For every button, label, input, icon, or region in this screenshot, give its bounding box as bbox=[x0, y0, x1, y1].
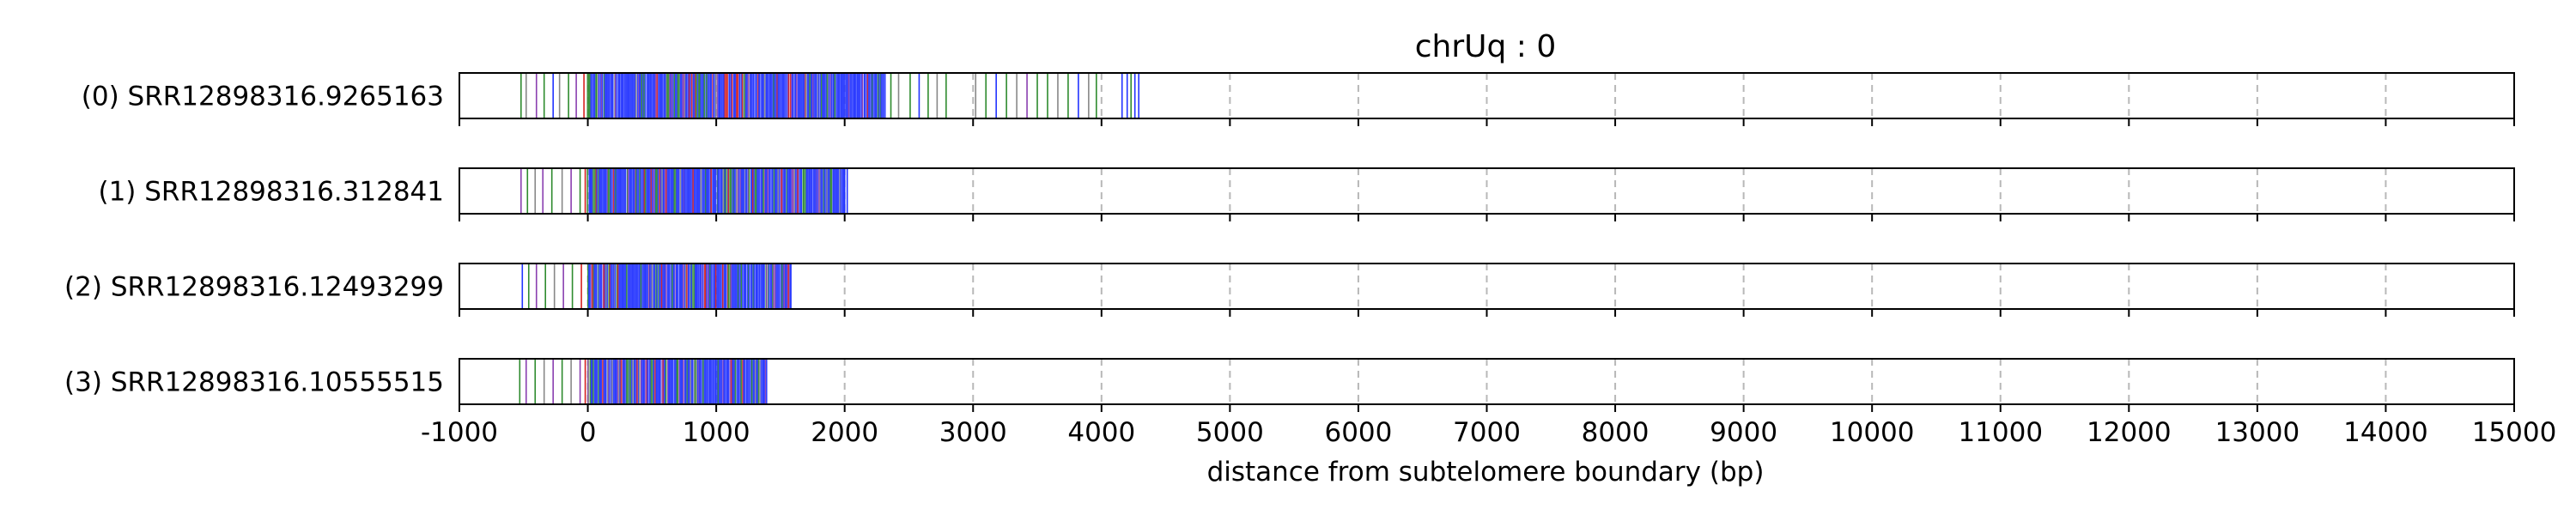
chart-title: chrUq : 0 bbox=[1415, 29, 1557, 64]
x-tick-label: 10000 bbox=[1830, 417, 1915, 448]
track-1: (1) SRR12898316.312841 bbox=[98, 167, 2515, 221]
track-label: (0) SRR12898316.9265163 bbox=[82, 82, 444, 112]
x-tick-label: 13000 bbox=[2215, 417, 2300, 448]
x-tick-label: 5000 bbox=[1196, 417, 1264, 448]
x-axis-label: distance from subtelomere boundary (bp) bbox=[1207, 457, 1765, 488]
track-label: (2) SRR12898316.12493299 bbox=[64, 272, 444, 303]
track-label: (1) SRR12898316.312841 bbox=[98, 177, 444, 208]
tracks: (0) SRR12898316.9265163 (1) SRR12898316.3… bbox=[64, 72, 2515, 412]
x-tick-label: 9000 bbox=[1710, 417, 1777, 448]
x-tick-label: 14000 bbox=[2343, 417, 2428, 448]
track-0: (0) SRR12898316.9265163 bbox=[82, 72, 2515, 126]
x-tick-label: 4000 bbox=[1067, 417, 1135, 448]
x-tick-label: 12000 bbox=[2087, 417, 2172, 448]
x-tick-label: -1000 bbox=[421, 417, 498, 448]
x-tick-label: 15000 bbox=[2472, 417, 2557, 448]
x-tick-label: 1000 bbox=[683, 417, 750, 448]
x-tick-label: 7000 bbox=[1453, 417, 1521, 448]
track-2: (2) SRR12898316.12493299 bbox=[64, 263, 2515, 317]
track-label: (3) SRR12898316.10555515 bbox=[64, 367, 444, 398]
x-tick-label: 0 bbox=[580, 417, 597, 448]
x-tick-label: 6000 bbox=[1324, 417, 1392, 448]
x-tick-label: 3000 bbox=[939, 417, 1007, 448]
x-tick-label: 11000 bbox=[1958, 417, 2043, 448]
x-tick-label: 2000 bbox=[811, 417, 878, 448]
x-axis-ticks: -1000 0 1000 2000 3000 4000 5000 6000 7000 8000 90… bbox=[421, 417, 2556, 448]
x-tick-label: 8000 bbox=[1582, 417, 1649, 448]
track-3: (3) SRR12898316.10555515 bbox=[64, 358, 2515, 412]
